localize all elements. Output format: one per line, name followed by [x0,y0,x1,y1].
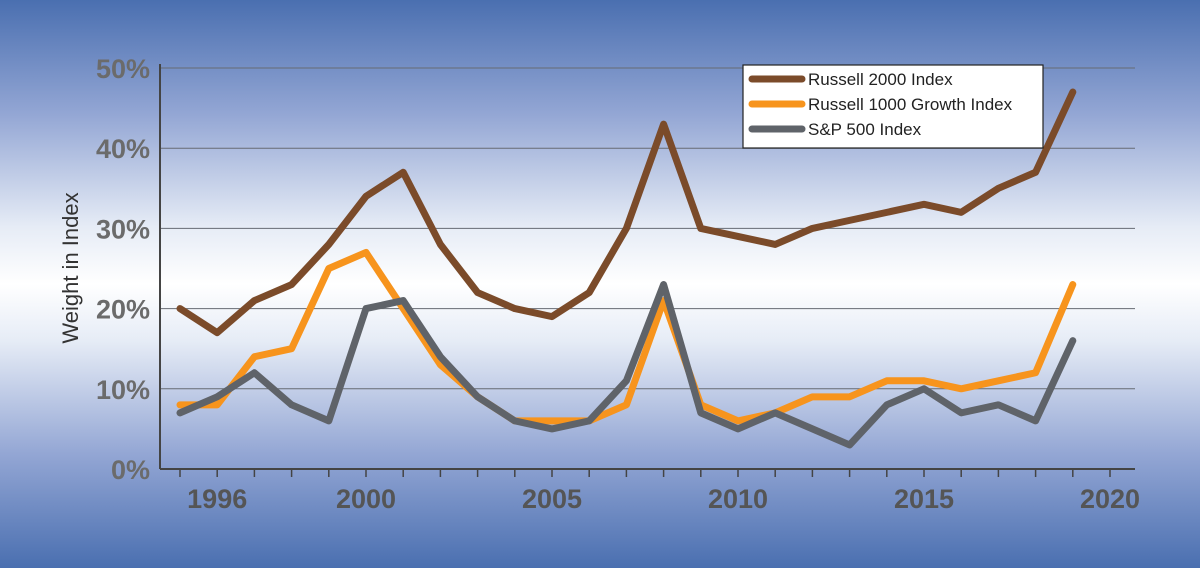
data-point [1071,283,1075,287]
x-tick-label: 2000 [336,484,396,514]
data-point [513,307,517,311]
legend-label: S&P 500 Index [808,120,922,139]
data-point [736,427,740,431]
data-point [550,427,554,431]
x-tick-label: 2010 [708,484,768,514]
data-point [922,387,926,391]
data-point [996,403,1000,407]
data-point [327,419,331,423]
data-point [252,371,256,375]
data-point [1034,371,1038,375]
data-point [327,267,331,270]
data-point [885,210,889,214]
data-point [848,443,852,447]
y-axis-label: Weight in Index [58,192,83,343]
data-point [252,299,256,303]
data-point [848,395,852,399]
y-tick-label: 40% [96,134,150,164]
data-point [773,411,777,415]
data-point [662,299,666,303]
y-tick-label: 10% [96,375,150,405]
data-point [252,355,256,359]
data-point [364,307,368,311]
data-point [699,411,703,415]
data-point [178,411,182,415]
data-point [736,234,740,238]
data-point [438,242,442,246]
x-tick-label: 2005 [522,484,582,514]
data-point [810,226,814,230]
data-point [810,427,814,431]
x-tick-label: 1996 [187,484,247,514]
data-point [476,395,480,399]
data-point [922,202,926,206]
data-point [513,419,517,423]
data-point [401,170,405,174]
data-point [290,283,294,287]
y-tick-label: 50% [96,54,150,84]
data-point [1034,419,1038,423]
y-tick-label: 0% [111,455,150,485]
legend: Russell 2000 Index Russell 1000 Growth In… [742,64,1044,149]
data-point [476,291,480,295]
data-point [810,395,814,399]
data-point [736,419,740,423]
y-tick-label: 20% [96,295,150,325]
data-point [215,331,219,335]
x-tick-label: 2020 [1080,484,1140,514]
x-axis-ticks: 1996 2000 2005 2010 2015 2020 [179,469,1140,514]
data-point [215,403,219,407]
data-point [215,395,219,399]
data-point [959,210,963,214]
data-point [438,363,442,367]
data-point [922,379,926,383]
data-point [662,122,666,126]
data-point [178,307,182,311]
data-point [364,250,368,254]
data-point [290,347,294,351]
legend-label: Russell 1000 Growth Index [808,95,1013,114]
data-point [550,419,554,423]
data-point [550,315,554,319]
series-lines [176,88,1077,449]
data-point [662,283,666,287]
data-point [364,194,368,198]
data-point [587,419,591,423]
data-point [959,387,963,391]
data-point [1034,170,1038,174]
data-point [438,355,442,359]
data-point [327,242,331,246]
data-point [401,299,405,303]
data-point [959,411,963,415]
y-tick-label: 30% [96,214,150,244]
data-point [848,218,852,222]
data-point [773,242,777,246]
axes [159,64,1135,470]
data-point [996,379,1000,383]
data-point [885,403,889,407]
data-point [624,379,628,383]
data-point [624,226,628,230]
data-point [1071,339,1075,343]
data-point [587,291,591,295]
data-point [178,403,182,407]
data-point [885,379,889,383]
data-point [290,403,294,407]
data-point [624,403,628,407]
x-tick-label: 2015 [894,484,954,514]
y-axis-ticks: 0% 10% 20% 30% 40% 50% [96,54,150,485]
legend-label: Russell 2000 Index [808,70,953,89]
data-point [1071,90,1075,94]
data-point [996,186,1000,190]
data-point [699,226,703,230]
